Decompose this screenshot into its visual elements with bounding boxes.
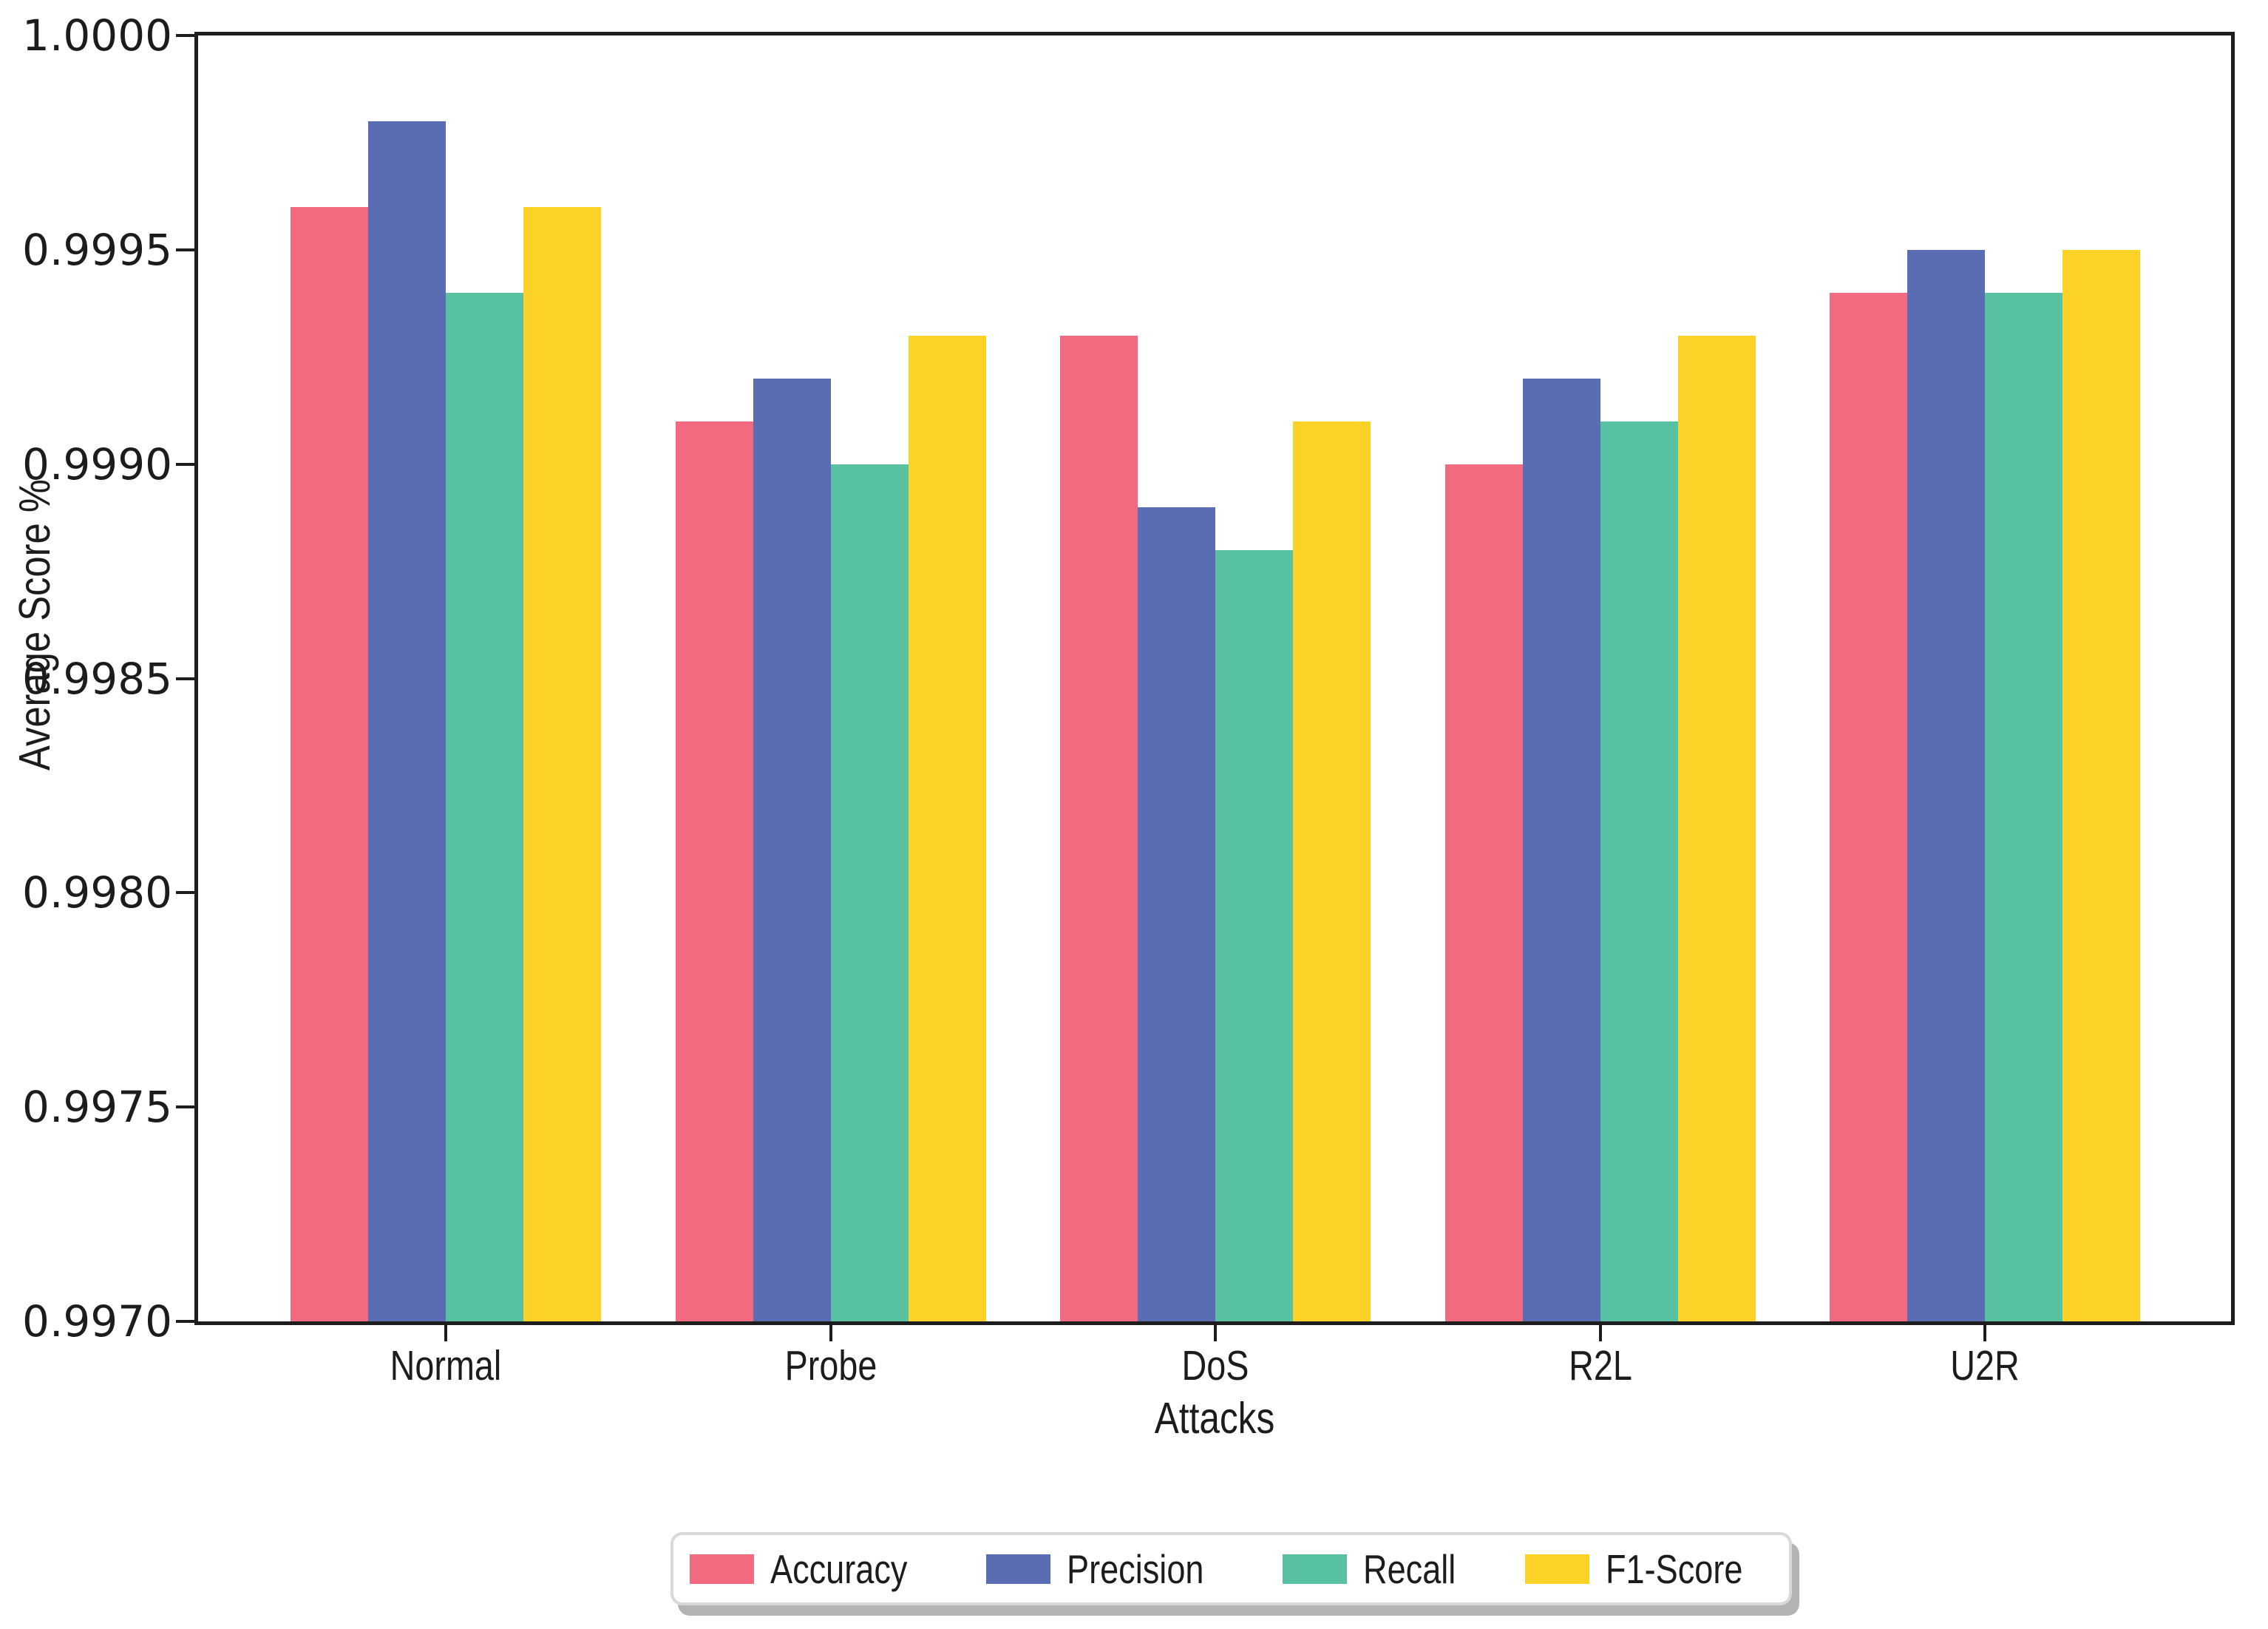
- legend-label-text: F1-Score: [1606, 1545, 1743, 1592]
- legend-swatch-f1-score: [1525, 1554, 1590, 1584]
- bar-probe-accuracy: [675, 421, 753, 1321]
- bar-dos-recall: [1215, 549, 1293, 1321]
- x-tick-label-text: R2L: [1568, 1342, 1632, 1389]
- plot-area: [194, 32, 2235, 1325]
- bar-normal-f1-score: [523, 206, 601, 1321]
- y-tick-mark: [176, 1320, 194, 1323]
- x-tick-label: U2R: [1943, 1343, 2027, 1389]
- bar-u2r-precision: [1907, 249, 1985, 1321]
- bar-r2l-recall: [1600, 421, 1678, 1321]
- y-tick-mark: [176, 34, 194, 37]
- x-tick-label: DoS: [1175, 1343, 1257, 1389]
- x-tick-label: Probe: [774, 1343, 886, 1389]
- legend-label: F1-Score: [1606, 1547, 1773, 1591]
- legend-label: Precision: [1067, 1547, 1234, 1591]
- y-tick-label: 0.9975: [22, 1082, 172, 1133]
- bar-probe-precision: [753, 378, 831, 1321]
- y-tick-label: 0.9985: [22, 653, 172, 704]
- y-tick-label: 0.9995: [22, 224, 172, 275]
- x-tick-label-text: DoS: [1181, 1342, 1249, 1389]
- bar-u2r-accuracy: [1830, 292, 1907, 1321]
- y-tick-mark: [176, 677, 194, 680]
- y-tick-label: 0.9980: [22, 867, 172, 918]
- bar-r2l-precision: [1522, 378, 1600, 1321]
- legend-swatch-precision: [986, 1554, 1051, 1584]
- x-tick-mark: [1214, 1325, 1217, 1341]
- legend-label-text: Precision: [1067, 1545, 1204, 1592]
- legend-label-text: Accuracy: [770, 1545, 908, 1592]
- bar-dos-f1-score: [1293, 421, 1371, 1321]
- bar-r2l-accuracy: [1444, 464, 1523, 1321]
- y-tick-mark: [176, 891, 194, 895]
- x-tick-label-text: Normal: [390, 1342, 502, 1389]
- y-tick-mark: [176, 1105, 194, 1109]
- bar-dos-precision: [1138, 507, 1215, 1321]
- legend-swatch-accuracy: [690, 1554, 754, 1584]
- legend-item: Recall: [1283, 1547, 1476, 1591]
- x-tick-mark: [444, 1325, 447, 1341]
- legend-item: Accuracy: [690, 1547, 937, 1591]
- x-tick-label-text: Probe: [784, 1342, 877, 1389]
- x-axis-label-text: Attacks: [1154, 1394, 1275, 1443]
- x-tick-mark: [1983, 1325, 1986, 1341]
- legend-swatch-recall: [1283, 1554, 1348, 1584]
- y-tick-label: 0.9990: [22, 438, 172, 490]
- bar-u2r-recall: [1985, 292, 2062, 1321]
- y-tick-mark: [176, 248, 194, 251]
- bar-probe-f1-score: [908, 335, 986, 1321]
- y-tick-label: 0.9970: [22, 1296, 172, 1347]
- bar-normal-accuracy: [291, 206, 368, 1321]
- legend-item: Precision: [986, 1547, 1234, 1591]
- bar-normal-precision: [368, 121, 446, 1321]
- x-tick-label: R2L: [1561, 1343, 1639, 1389]
- y-tick-mark: [176, 462, 194, 466]
- bar-r2l-f1-score: [1677, 335, 1756, 1321]
- bar-dos-accuracy: [1060, 335, 1138, 1321]
- legend: Accuracy Precision Recall F1-Score: [670, 1532, 1793, 1605]
- bar-probe-recall: [830, 464, 909, 1321]
- y-tick-label: 1.0000: [22, 10, 172, 61]
- bar-u2r-f1-score: [2062, 249, 2140, 1321]
- bar-normal-recall: [446, 292, 523, 1321]
- x-tick-label-text: U2R: [1950, 1342, 2020, 1389]
- legend-label: Accuracy: [770, 1547, 937, 1591]
- x-axis-label: Attacks: [1155, 1395, 1357, 1442]
- legend-item: F1-Score: [1525, 1547, 1773, 1591]
- legend-label: Recall: [1363, 1547, 1476, 1591]
- x-tick-label: Normal: [378, 1343, 514, 1389]
- x-tick-mark: [829, 1325, 832, 1341]
- legend-label-text: Recall: [1363, 1545, 1456, 1592]
- y-axis-label: Average Score %: [10, 479, 59, 771]
- x-tick-mark: [1598, 1325, 1602, 1341]
